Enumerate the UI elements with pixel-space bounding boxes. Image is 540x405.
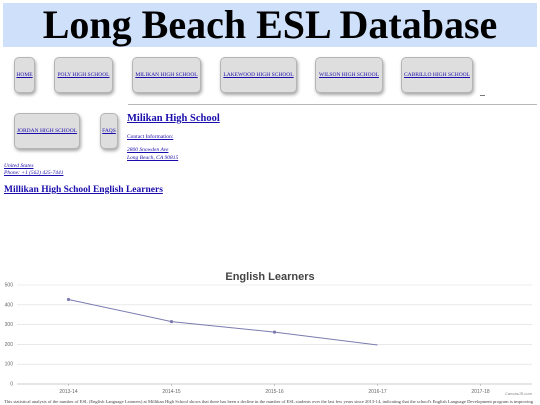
y-tick-label: 500	[5, 283, 14, 289]
address-line2-link[interactable]: Long Beach, CA 90815	[127, 155, 179, 161]
chart-title: English Learners	[225, 271, 314, 283]
nav-home-link[interactable]: HOME	[16, 72, 33, 78]
site-title: Long Beach ESL Database	[42, 2, 498, 47]
nav-millikan-button[interactable]: MILIKAN HIGH SCHOOL	[132, 57, 201, 93]
chart-credit[interactable]: CanvasJS.com	[505, 391, 532, 396]
nav-cabrillo-link[interactable]: CABRILLO HIGH SCHOOL	[404, 72, 470, 78]
x-tick-label: 2013-14	[59, 389, 78, 395]
y-tick-label: 300	[5, 322, 14, 328]
site-banner: Long Beach ESL Database	[3, 3, 537, 47]
school-name-link[interactable]: Milikan High School	[127, 113, 220, 124]
nav-wilson-link[interactable]: WILSON HIGH SCHOOL	[319, 72, 379, 78]
phone-link[interactable]: Phone: +1 (562) 425-7441	[4, 170, 64, 176]
nav-poly-button[interactable]: POLY HIGH SCHOOL	[54, 57, 113, 93]
nav-faqs-link[interactable]: FAQS	[102, 128, 116, 134]
nav-millikan-link[interactable]: MILIKAN HIGH SCHOOL	[135, 72, 198, 78]
y-tick-label: 400	[5, 302, 14, 308]
english-learners-section-link[interactable]: Millikan High School English Learners	[4, 185, 163, 195]
nav-jordan-button[interactable]: JORDAN HIGH SCHOOL	[14, 113, 80, 149]
nav-wilson-button[interactable]: WILSON HIGH SCHOOL	[315, 57, 383, 93]
data-point	[66, 297, 71, 302]
x-tick-label: 2016-17	[368, 389, 387, 395]
nav-lakewood-link[interactable]: LAKEWOOD HIGH SCHOOL	[223, 72, 294, 78]
divider-mark	[480, 95, 485, 96]
contact-info-link[interactable]: Contact Information:	[127, 134, 174, 140]
english-learners-chart: English Learners 0 100 200 300 400 500 2013-14 2…	[5, 271, 532, 395]
x-tick-label: 2015-16	[265, 389, 284, 395]
y-tick-label: 200	[5, 342, 14, 348]
y-tick-label: 100	[5, 362, 14, 368]
nav-faqs-button[interactable]: FAQS	[100, 113, 118, 149]
english-learners-series-line	[68, 298, 378, 346]
country-link[interactable]: United States	[4, 163, 34, 169]
data-point	[272, 330, 277, 334]
nav-jordan-link[interactable]: JORDAN HIGH SCHOOL	[16, 128, 78, 134]
y-tick-label: 0	[10, 382, 13, 388]
nav-cabrillo-button[interactable]: CABRILLO HIGH SCHOOL	[401, 57, 473, 93]
nav-lakewood-button[interactable]: LAKEWOOD HIGH SCHOOL	[220, 57, 297, 93]
x-tick-label: 2017-18	[471, 389, 490, 395]
nav-home-button[interactable]: HOME	[14, 57, 35, 93]
x-tick-label: 2014-15	[162, 389, 181, 395]
nav-poly-link[interactable]: POLY HIGH SCHOOL	[57, 72, 110, 78]
data-point	[169, 320, 174, 324]
footer-paragraph: This statistical analysis of the number …	[4, 399, 534, 404]
address-line1-link[interactable]: 2800 Snowden Ave	[127, 147, 169, 153]
divider-line	[128, 104, 537, 105]
